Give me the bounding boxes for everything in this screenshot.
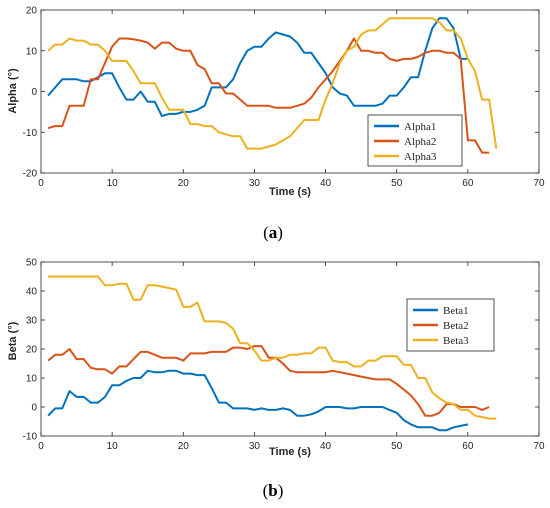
x-tick-label: 40 — [320, 441, 332, 452]
x-axis-label-a: Time (s) — [269, 186, 311, 198]
y-tick-label: 30 — [26, 316, 38, 327]
legend-label-alpha3: Alpha3 — [404, 151, 437, 163]
chart-panel-a: 0 10 20 30 40 50 60 70 -20 -10 0 10 20 Time (s) Alph… — [7, 6, 545, 243]
x-tick-label: 30 — [249, 178, 261, 189]
x-tick-label: 0 — [38, 178, 44, 189]
y-tick-label: 0 — [31, 87, 37, 98]
legend-a: Alpha1 Alpha2 Alpha3 — [367, 114, 463, 167]
legend-label-beta2: Beta2 — [443, 320, 469, 332]
y-tick-label: 50 — [26, 258, 38, 269]
y-tick-label: 20 — [26, 6, 38, 17]
x-tick-label: 40 — [320, 178, 332, 189]
series-line-beta1 — [47, 369, 469, 432]
plot-area-a: 0 10 20 30 40 50 60 70 -20 -10 0 10 20 — [23, 6, 545, 190]
y-tick-label: 20 — [26, 345, 38, 356]
y-axis-label-b: Beta (°) — [7, 321, 19, 360]
x-tick-label: 60 — [462, 178, 474, 189]
series-line-beta2 — [47, 345, 490, 417]
y-tick-label: 0 — [31, 403, 37, 414]
series-line-beta3 — [48, 275, 497, 420]
x-tick-label: 0 — [38, 441, 44, 452]
x-tick-label: 10 — [107, 441, 119, 452]
x-tick-label: 50 — [391, 441, 403, 452]
y-tick-label: 10 — [26, 374, 38, 385]
x-tick-label: 70 — [533, 178, 545, 189]
series-line-alpha2 — [47, 37, 490, 154]
y-tick-label: -20 — [23, 169, 38, 180]
legend-label-beta1: Beta1 — [443, 305, 469, 317]
legend-label-alpha1: Alpha1 — [404, 121, 436, 133]
y-tick-label: -10 — [23, 432, 38, 443]
x-tick-label: 20 — [178, 441, 190, 452]
x-tick-label: 50 — [391, 178, 403, 189]
x-tick-label: 20 — [178, 178, 190, 189]
y-tick-label: -10 — [23, 128, 38, 139]
legend-label-alpha2: Alpha2 — [404, 136, 436, 148]
x-tick-label: 10 — [107, 178, 119, 189]
y-axis-label-a: Alpha (°) — [7, 68, 19, 114]
legend-b: Beta1 Beta2 Beta3 — [406, 298, 495, 352]
x-tick-label: 30 — [249, 441, 261, 452]
x-axis-label-b: Time (s) — [269, 446, 311, 458]
y-tick-label: 40 — [26, 287, 38, 298]
caption-b: (b) — [263, 481, 284, 500]
legend-label-beta3: Beta3 — [443, 335, 469, 347]
x-tick-label: 70 — [533, 441, 545, 452]
series-line-alpha1 — [47, 17, 468, 117]
caption-a: (a) — [263, 223, 283, 242]
y-tick-label: 10 — [26, 46, 38, 57]
x-tick-label: 60 — [462, 441, 474, 452]
series-line-alpha3 — [47, 17, 498, 150]
